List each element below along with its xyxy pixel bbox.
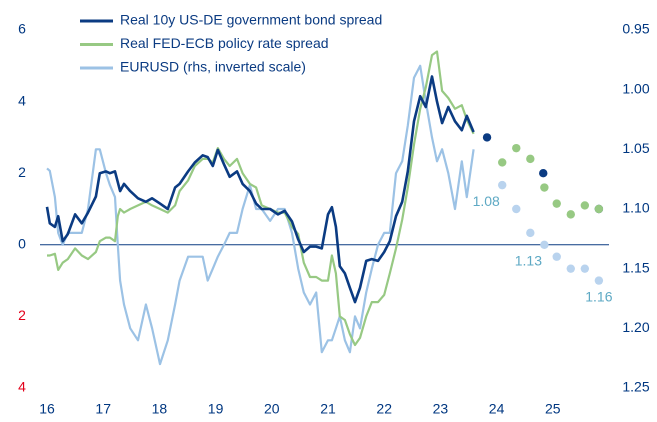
x-tick-label: 16	[39, 401, 55, 417]
forecast-dot	[594, 204, 604, 214]
forecast-dot	[566, 210, 575, 219]
x-tick-label: 18	[152, 401, 168, 417]
series-line	[47, 50, 475, 347]
y-tick-label: 6	[18, 21, 26, 37]
x-tick-label: 17	[95, 401, 111, 417]
y2-tick-label: 1.00	[622, 80, 649, 96]
forecast-dot	[580, 264, 590, 273]
x-tick-label: 23	[433, 401, 449, 417]
forecast-dot	[552, 252, 561, 261]
y2-tick-label: 1.15	[622, 259, 649, 275]
y-tick-label: 4	[18, 379, 26, 395]
forecast-dot	[540, 183, 549, 192]
y-tick-label: 2	[18, 164, 26, 180]
legend-label: Real FED-ECB policy rate spread	[120, 35, 329, 51]
data-label: 1.16	[585, 288, 612, 304]
y2-tick-label: 1.05	[622, 140, 649, 156]
x-tick-label: 24	[489, 401, 505, 417]
y2-tick-label: 0.95	[622, 21, 649, 37]
forecast-dot	[512, 143, 521, 153]
forecast-dot	[482, 133, 492, 142]
forecast-dot	[552, 199, 561, 208]
forecast-dot	[526, 154, 535, 164]
x-tick-label: 19	[208, 401, 224, 417]
y2-tick-label: 1.10	[622, 200, 649, 216]
series-line	[45, 75, 475, 304]
x-tick-label: 22	[376, 401, 392, 417]
x-tick-label: 20	[264, 401, 280, 417]
forecast-dot	[539, 169, 548, 178]
series-line	[46, 64, 475, 366]
data-label: 1.13	[515, 253, 542, 269]
forecast-dot	[566, 264, 575, 273]
x-tick-label: 25	[545, 401, 561, 417]
legend-label: Real 10y US-DE government bond spread	[120, 12, 382, 28]
x-tick-label: 21	[320, 401, 336, 417]
forecast-dot	[512, 204, 521, 214]
forecast-dot	[594, 276, 604, 285]
y-tick-label: 4	[18, 92, 26, 108]
forecast-dot	[526, 228, 535, 238]
y-tick-label: 0	[18, 236, 26, 252]
y2-tick-label: 1.20	[622, 319, 649, 335]
data-label: 1.08	[473, 193, 500, 209]
legend-label: EURUSD (rhs, inverted scale)	[120, 59, 306, 75]
forecast-dot	[498, 180, 507, 190]
y-tick-label: 2	[18, 307, 26, 323]
forecast-dot	[498, 158, 507, 167]
forecast-dot	[540, 240, 549, 249]
forecast-dot	[580, 201, 590, 210]
y2-tick-label: 1.25	[622, 379, 649, 395]
